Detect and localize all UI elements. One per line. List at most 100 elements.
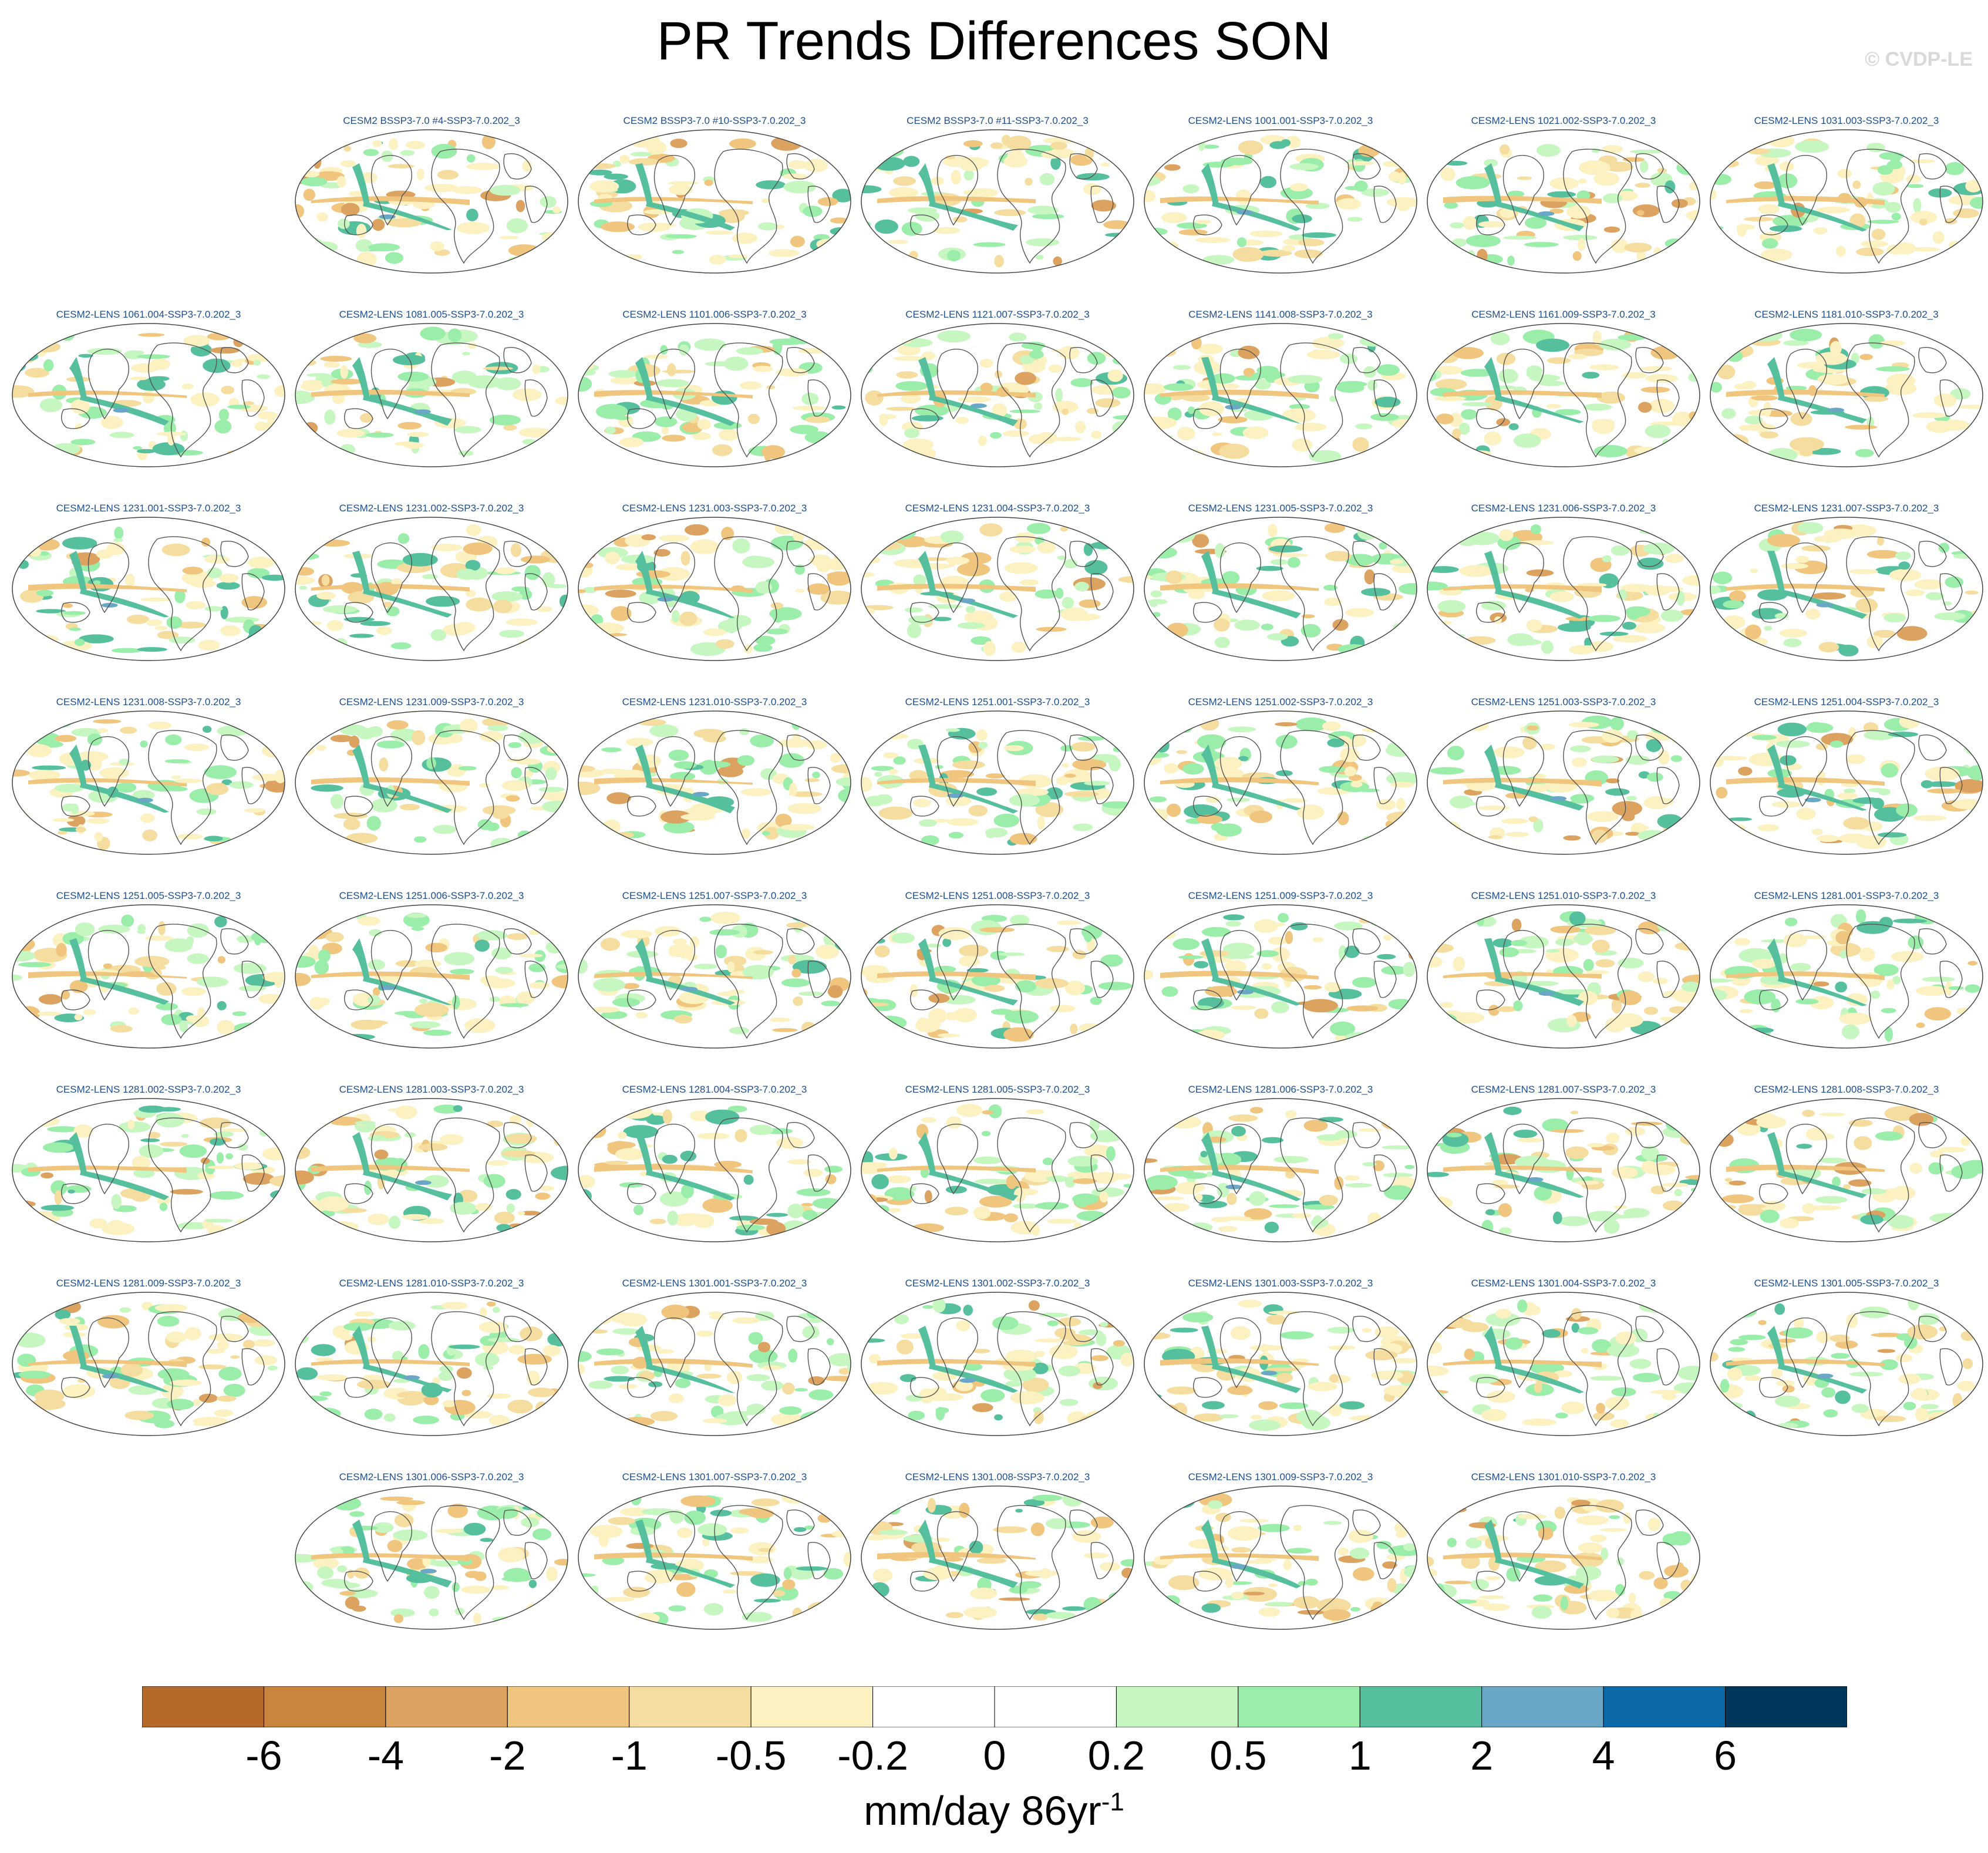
precip-trend-map: [12, 1292, 285, 1436]
panel-label: CESM2-LENS 1231.001-SSP3-7.0.202_3: [56, 503, 241, 514]
colorbar-segment: [629, 1686, 752, 1727]
colorbar-tick-label: 0: [983, 1733, 1006, 1778]
colorbar-segment: [1603, 1686, 1726, 1727]
colorbar-segment: [1725, 1686, 1847, 1727]
precip-trend-map: [295, 904, 568, 1049]
precip-trend-map: [1427, 710, 1700, 855]
panel-label: CESM2-LENS 1231.007-SSP3-7.0.202_3: [1754, 503, 1939, 514]
precip-trend-map: [1427, 129, 1700, 274]
copyright-watermark: © CVDP-LE: [1865, 48, 1973, 70]
colorbar-tick-label: 6: [1714, 1733, 1737, 1778]
colorbar-tick-label: -0.2: [837, 1733, 908, 1778]
precip-trend-map: [1144, 1098, 1417, 1242]
panel-label: CESM2-LENS 1181.010-SSP3-7.0.202_3: [1754, 309, 1939, 320]
colorbar-units: mm/day 86yr-1: [0, 1787, 1988, 1834]
precip-trend-map: [295, 1485, 568, 1630]
precip-trend-map: [1144, 129, 1417, 274]
precip-trend-map: [295, 1098, 568, 1242]
colorbar-segment: [1359, 1686, 1482, 1727]
panel-label: CESM2-LENS 1281.005-SSP3-7.0.202_3: [905, 1084, 1090, 1095]
panel-label: CESM2 BSSP3-7.0 #11-SSP3-7.0.202_3: [907, 115, 1089, 126]
panel-label: CESM2-LENS 1281.007-SSP3-7.0.202_3: [1471, 1084, 1656, 1095]
panel-label: CESM2-LENS 1251.010-SSP3-7.0.202_3: [1471, 890, 1656, 901]
precip-trend-map: [1710, 710, 1983, 855]
colorbar-segment: [263, 1686, 386, 1727]
panel-label: CESM2-LENS 1301.002-SSP3-7.0.202_3: [905, 1278, 1090, 1289]
panel-label: CESM2-LENS 1301.008-SSP3-7.0.202_3: [905, 1471, 1090, 1483]
figure-title: PR Trends Differences SON: [656, 11, 1332, 71]
precip-trend-map: [12, 904, 285, 1049]
precip-trend-map: [861, 710, 1134, 855]
panel-label: CESM2-LENS 1061.004-SSP3-7.0.202_3: [56, 309, 241, 320]
panel-label: CESM2-LENS 1301.010-SSP3-7.0.202_3: [1471, 1471, 1656, 1483]
panel-label: CESM2-LENS 1031.003-SSP3-7.0.202_3: [1754, 115, 1939, 126]
precip-trend-map: [1144, 1485, 1417, 1630]
panel-label: CESM2-LENS 1231.003-SSP3-7.0.202_3: [622, 503, 807, 514]
colorbar-segment: [385, 1686, 508, 1727]
panel-label: CESM2-LENS 1231.002-SSP3-7.0.202_3: [339, 503, 524, 514]
panel-label: CESM2-LENS 1231.004-SSP3-7.0.202_3: [905, 503, 1090, 514]
precip-trend-map: [861, 904, 1134, 1049]
precip-trend-map: [295, 323, 568, 467]
colorbar-tick-label: -6: [245, 1733, 282, 1778]
colorbar-tick-label: -2: [489, 1733, 526, 1778]
precip-trend-map: [1427, 1098, 1700, 1242]
colorbar-tick-labels: -6 -4 -2 -1 -0.5 -0.2 0 0.2 0.5 1 2 4 6: [0, 1732, 1988, 1785]
precip-trend-map: [578, 1098, 851, 1242]
panel-label: CESM2-LENS 1101.006-SSP3-7.0.202_3: [622, 309, 807, 320]
precip-trend-map: [1710, 904, 1983, 1049]
precip-trend-map: [1427, 1292, 1700, 1436]
colorbar-units-exponent: -1: [1101, 1787, 1124, 1817]
precip-trend-map: [12, 1098, 285, 1242]
panel-label: CESM2-LENS 1141.008-SSP3-7.0.202_3: [1188, 309, 1373, 320]
colorbar-segment: [1116, 1686, 1239, 1727]
colorbar-segment: [1238, 1686, 1360, 1727]
panel-label: CESM2-LENS 1301.006-SSP3-7.0.202_3: [339, 1471, 524, 1483]
panel-label: CESM2-LENS 1251.006-SSP3-7.0.202_3: [339, 890, 524, 901]
precip-trend-map: [295, 517, 568, 661]
panel-label: CESM2-LENS 1231.008-SSP3-7.0.202_3: [56, 696, 241, 707]
precip-trend-map: [578, 517, 851, 661]
precip-trend-map: [861, 323, 1134, 467]
precip-trend-map: [578, 1485, 851, 1630]
panel-label: CESM2-LENS 1301.001-SSP3-7.0.202_3: [622, 1278, 807, 1289]
precip-trend-map: [12, 517, 285, 661]
colorbar-units-main: mm/day 86yr: [864, 1788, 1101, 1834]
precip-trend-map: [1144, 1292, 1417, 1436]
precip-trend-map: [1710, 323, 1983, 467]
panel-label: CESM2-LENS 1231.005-SSP3-7.0.202_3: [1188, 503, 1373, 514]
precip-trend-map: [578, 1292, 851, 1436]
precip-trend-map: [1710, 1292, 1983, 1436]
panel-label: CESM2-LENS 1281.010-SSP3-7.0.202_3: [339, 1278, 524, 1289]
colorbar-tick-label: 0.5: [1209, 1733, 1267, 1778]
panel-label: CESM2-LENS 1301.009-SSP3-7.0.202_3: [1188, 1471, 1373, 1483]
panel-label: CESM2-LENS 1121.007-SSP3-7.0.202_3: [905, 309, 1090, 320]
precip-trend-map: [1710, 517, 1983, 661]
precip-trend-map: [861, 1292, 1134, 1436]
colorbar-segment: [750, 1686, 874, 1727]
panel-label: CESM2-LENS 1231.009-SSP3-7.0.202_3: [339, 696, 524, 707]
precip-trend-map: [295, 710, 568, 855]
panel-label: CESM2-LENS 1281.006-SSP3-7.0.202_3: [1188, 1084, 1373, 1095]
colorbar-segment: [872, 1686, 995, 1727]
panel-label: CESM2-LENS 1301.005-SSP3-7.0.202_3: [1754, 1278, 1939, 1289]
panel-label: CESM2-LENS 1251.004-SSP3-7.0.202_3: [1754, 696, 1939, 707]
panel-label: CESM2-LENS 1251.002-SSP3-7.0.202_3: [1188, 696, 1373, 707]
precip-trend-map: [1427, 1485, 1700, 1630]
precip-trend-map: [1427, 517, 1700, 661]
panel-label: CESM2-LENS 1251.005-SSP3-7.0.202_3: [56, 890, 241, 901]
precip-trend-map: [861, 129, 1134, 274]
precip-trend-map: [12, 323, 285, 467]
panel-label: CESM2-LENS 1251.007-SSP3-7.0.202_3: [622, 890, 807, 901]
precip-trend-map: [1710, 1098, 1983, 1242]
precip-trend-map: [578, 323, 851, 467]
panel-label: CESM2-LENS 1281.002-SSP3-7.0.202_3: [56, 1084, 241, 1095]
panel-label: CESM2-LENS 1301.003-SSP3-7.0.202_3: [1188, 1278, 1373, 1289]
panel-label: CESM2-LENS 1251.009-SSP3-7.0.202_3: [1188, 890, 1373, 901]
panel-label: CESM2-LENS 1231.010-SSP3-7.0.202_3: [622, 696, 807, 707]
panel-label: CESM2-LENS 1081.005-SSP3-7.0.202_3: [339, 309, 524, 320]
precip-trend-map: [1144, 710, 1417, 855]
colorbar-tick-label: 1: [1348, 1733, 1372, 1778]
colorbar: [142, 1686, 1847, 1727]
precip-trend-map: [1427, 904, 1700, 1049]
